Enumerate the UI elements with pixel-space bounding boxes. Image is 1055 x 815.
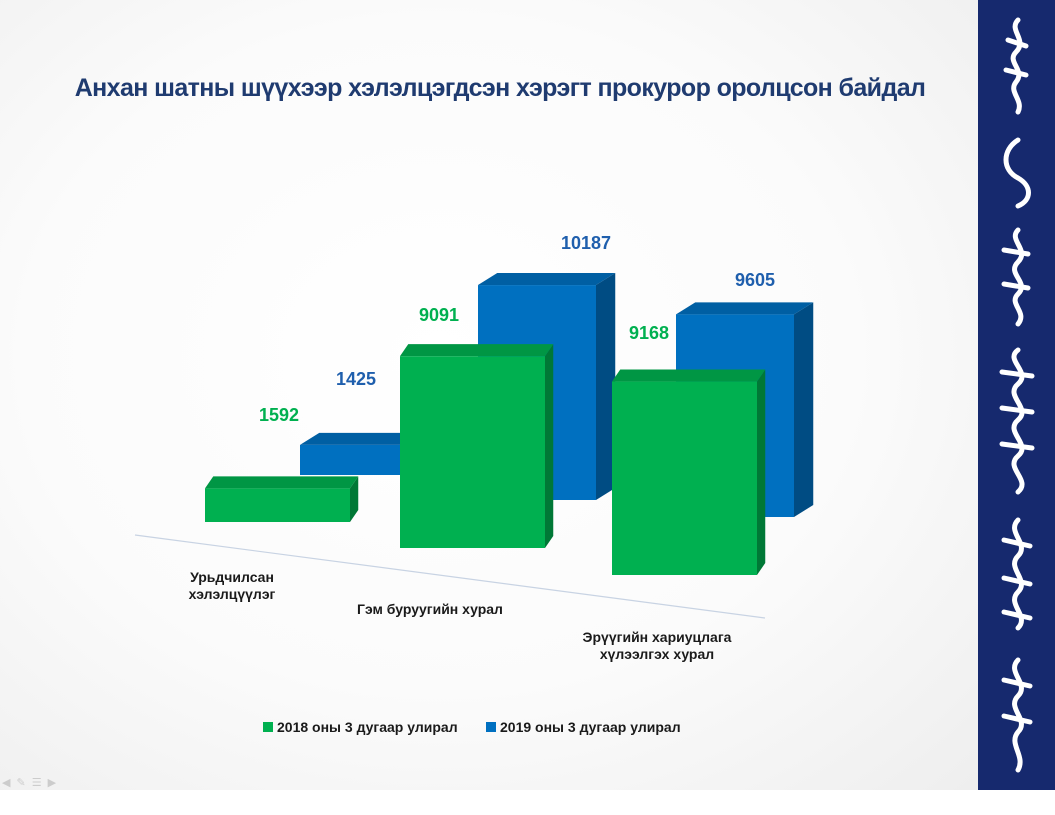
floor-line bbox=[134, 534, 766, 619]
chart-title: Анхан шатны шүүхээр хэлэлцэгдсэн хэрэгт … bbox=[74, 74, 926, 102]
legend-label: 2019 оны 3 дугаар улирал bbox=[500, 719, 681, 735]
legend-item-0: 2018 оны 3 дугаар улирал bbox=[263, 719, 458, 735]
bar-side-face bbox=[350, 476, 359, 522]
chart-floor bbox=[134, 534, 766, 619]
bar-top-face bbox=[612, 369, 766, 382]
value-labels: 1592 1425 9091 10187 9168 9605 bbox=[259, 233, 775, 425]
bar-front-face bbox=[205, 488, 350, 522]
bar-front-face bbox=[300, 444, 418, 475]
bar-2018-0 bbox=[205, 476, 359, 522]
bar-side-face bbox=[757, 369, 766, 575]
bar-front-face bbox=[400, 356, 545, 548]
bar-top-face bbox=[478, 273, 616, 286]
bar-side-face bbox=[596, 273, 616, 500]
category-label-1: Гэм буруугийн хурал bbox=[357, 601, 503, 617]
value-label-2019-0: 1425 bbox=[336, 369, 376, 389]
prev-icon[interactable]: ◀ bbox=[2, 777, 17, 789]
category-labels: Урьдчилсан хэлэлцүүлэг Гэм буруугийн хурал… bbox=[189, 569, 732, 662]
side-strip bbox=[978, 0, 1055, 790]
bar-front-face bbox=[612, 381, 757, 575]
legend-label: 2018 оны 3 дугаар улирал bbox=[277, 719, 458, 735]
value-label-2018-2: 9168 bbox=[629, 323, 669, 343]
category-label-2: Эрүүгийн хариуцлага хүлээлгэх хурал bbox=[583, 629, 732, 662]
value-label-2018-0: 1592 bbox=[259, 405, 299, 425]
legend-swatch bbox=[263, 722, 273, 732]
category-label-0: Урьдчилсан хэлэлцүүлэг bbox=[189, 569, 276, 602]
bars bbox=[205, 273, 814, 575]
bar-side-face bbox=[545, 344, 554, 548]
bar-side-face bbox=[794, 302, 814, 517]
next-icon[interactable]: ▶ bbox=[47, 777, 63, 789]
bar-chart-3d: 1592 1425 9091 10187 9168 9605 Урьдчилсан хэлэ… bbox=[134, 233, 814, 735]
value-label-2019-1: 10187 bbox=[561, 233, 611, 253]
legend-swatch bbox=[486, 722, 496, 732]
slide-controls[interactable]: ◀✎☰▶ bbox=[2, 776, 62, 789]
legend-item-1: 2019 оны 3 дугаар улирал bbox=[486, 719, 681, 735]
pen-icon[interactable]: ✎ bbox=[16, 777, 32, 789]
bar-2018-1 bbox=[400, 344, 554, 548]
bar-top-face bbox=[205, 476, 359, 489]
mongolian-script-icon bbox=[999, 17, 1035, 773]
bar-top-face bbox=[676, 302, 814, 315]
value-label-2019-2: 9605 bbox=[735, 270, 775, 290]
legend: 2018 оны 3 дугаар улирал 2019 оны 3 дугаа… bbox=[263, 719, 681, 735]
menu-icon[interactable]: ☰ bbox=[31, 777, 48, 789]
value-label-2018-1: 9091 bbox=[419, 305, 459, 325]
bar-top-face bbox=[400, 344, 554, 357]
bar-2018-2 bbox=[612, 369, 766, 575]
